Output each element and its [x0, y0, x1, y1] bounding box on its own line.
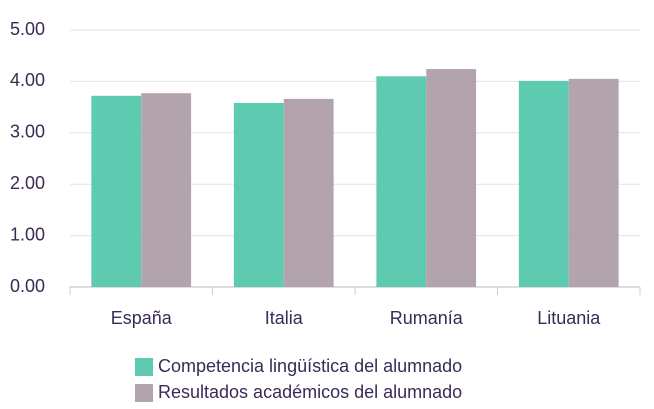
y-tick-label: 4.00	[10, 70, 45, 90]
bar	[518, 80, 569, 287]
legend-swatch	[135, 384, 153, 402]
bar	[233, 102, 284, 287]
bar	[91, 95, 142, 288]
y-tick-label: 2.00	[10, 173, 45, 193]
bar	[568, 78, 619, 287]
x-tick-label: Lituania	[537, 308, 601, 328]
legend-label: Resultados académicos del alumnado	[158, 382, 462, 402]
bar	[426, 69, 477, 288]
x-tick-label: Italia	[265, 308, 304, 328]
bar	[283, 98, 334, 287]
bar	[376, 76, 427, 287]
y-tick-label: 1.00	[10, 224, 45, 244]
y-tick-label: 0.00	[10, 276, 45, 296]
x-tick-label: Rumanía	[390, 308, 464, 328]
y-tick-label: 5.00	[10, 19, 45, 39]
bar	[141, 93, 192, 287]
legend-swatch	[135, 358, 153, 376]
legend-label: Competencia lingüística del alumnado	[158, 356, 462, 376]
y-tick-label: 3.00	[10, 122, 45, 142]
x-tick-label: España	[111, 308, 173, 328]
